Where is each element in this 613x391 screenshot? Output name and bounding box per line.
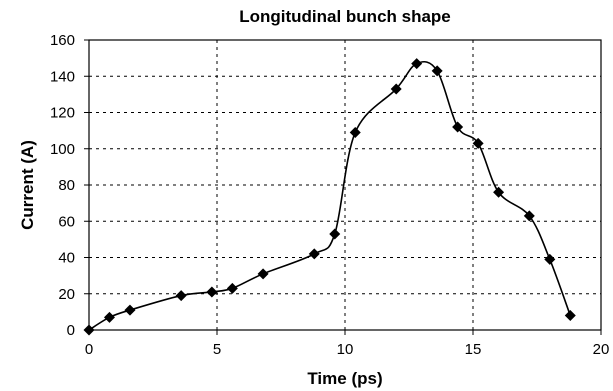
y-tick-label: 80 [58, 177, 75, 194]
data-point-marker [103, 311, 115, 323]
data-point-marker [472, 137, 484, 149]
y-tick-label: 160 [50, 32, 75, 49]
data-point-marker [206, 286, 218, 298]
x-tick-label: 5 [213, 341, 221, 358]
data-point-marker [544, 253, 556, 265]
x-tick-label: 15 [465, 341, 482, 358]
data-point-marker [493, 186, 505, 198]
data-point-marker [329, 228, 341, 240]
x-tick-label: 0 [85, 341, 93, 358]
y-tick-label: 120 [50, 105, 75, 122]
data-point-marker [83, 324, 95, 336]
y-tick-label: 100 [50, 141, 75, 158]
data-points [83, 58, 576, 336]
y-tick-label: 20 [58, 286, 75, 303]
data-point-marker [257, 268, 269, 280]
data-point-marker [390, 83, 402, 95]
data-point-marker [431, 65, 443, 77]
data-point-marker [523, 210, 535, 222]
y-tick-label: 40 [58, 250, 75, 267]
data-point-marker [411, 58, 423, 70]
y-tick-label: 0 [67, 322, 75, 339]
chart-title: Longitudinal bunch shape [239, 7, 451, 26]
y-tick-labels: 0 20 40 60 80 100 120 140 160 [50, 32, 75, 339]
y-tick-label: 140 [50, 68, 75, 85]
gridlines [89, 40, 601, 330]
data-point-marker [124, 304, 136, 316]
x-tick-label: 20 [593, 341, 610, 358]
data-point-marker [452, 121, 464, 133]
x-tick-labels: 0 5 10 15 20 [85, 341, 610, 358]
data-point-marker [564, 310, 576, 321]
x-axis-title: Time (ps) [307, 369, 382, 388]
data-point-marker [308, 248, 320, 260]
data-point-marker [226, 282, 238, 294]
y-tick-label: 60 [58, 213, 75, 230]
y-axis-title: Current (A) [18, 140, 37, 230]
axis-ticks [84, 39, 602, 335]
data-point-marker [349, 126, 361, 138]
data-point-marker [175, 290, 187, 302]
x-tick-label: 10 [337, 341, 354, 358]
